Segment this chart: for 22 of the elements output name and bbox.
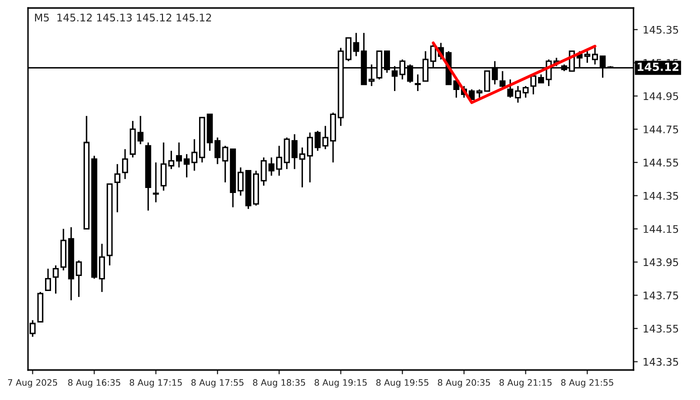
y-tick-label: 143.35 [644,358,678,366]
x-tick-label: 8 Aug 21:55 [561,379,614,388]
y-tick-label: 144.15 [644,225,678,233]
x-tick-label: 8 Aug 21:15 [500,379,552,388]
x-tick-label: 8 Aug 20:35 [438,379,490,388]
y-tick-label: 143.55 [644,324,678,333]
y-tick-label: 144.55 [644,158,678,167]
y-tick-label: 145.35 [644,26,678,34]
y-tick-label: 143.95 [644,258,678,266]
x-tick-label: 8 Aug 17:15 [130,379,182,388]
chart-title: M5 145.12 145.13 145.12 145.12 [35,14,211,22]
x-tick-label: 8 Aug 18:35 [253,379,306,388]
x-tick-label: 8 Aug 19:15 [314,379,367,388]
x-tick-label: 8 Aug 17:55 [191,379,244,388]
x-tick-label: 8 Aug 16:35 [68,379,120,388]
y-tick-label: 144.75 [644,126,678,134]
x-tick-label: 8 Aug 19:55 [376,379,428,388]
y-tick-label: 143.75 [644,292,678,300]
x-tick-label: 7 Aug 2025 [8,379,58,388]
y-tick-label: 144.35 [644,192,678,200]
y-tick-label: 144.95 [644,92,678,100]
ref-line-label: 145.12 [638,62,678,72]
